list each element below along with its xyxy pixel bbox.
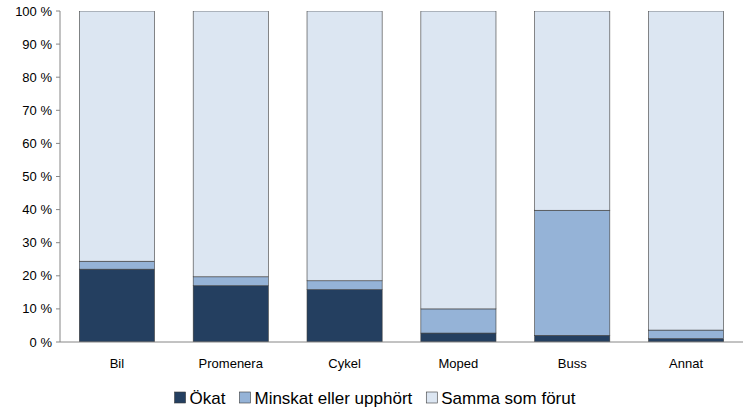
y-tick-label: 0 % — [30, 335, 53, 350]
bar-segment — [79, 261, 154, 269]
y-tick — [56, 110, 60, 111]
y-tick-label: 40 % — [22, 202, 52, 217]
bar-segment — [307, 281, 382, 290]
bar-segment — [649, 330, 724, 339]
x-tick-label: Promenera — [199, 356, 264, 371]
x-tick-label: Moped — [439, 356, 479, 371]
y-tick — [56, 44, 60, 45]
y-tick — [56, 209, 60, 210]
bar-segment — [421, 333, 496, 342]
legend-label: Samma som förut — [441, 389, 575, 408]
y-tick — [56, 11, 60, 12]
y-tick-label: 50 % — [22, 169, 52, 184]
y-tick-label: 20 % — [22, 268, 52, 283]
bar-segment — [193, 277, 268, 286]
bar-segment — [649, 11, 724, 330]
y-tick-label: 80 % — [22, 70, 52, 85]
bar-segment — [193, 11, 268, 277]
y-tick-label: 10 % — [22, 301, 52, 316]
bar-segment — [307, 290, 382, 342]
x-tick-label: Buss — [558, 356, 587, 371]
y-tick — [56, 308, 60, 309]
x-tick-label: Bil — [110, 356, 125, 371]
bar-segment — [535, 210, 610, 335]
y-tick-label: 70 % — [22, 103, 52, 118]
y-tick — [56, 77, 60, 78]
bar-segment — [79, 11, 154, 261]
y-tick — [56, 342, 60, 343]
bar-segment — [535, 335, 610, 342]
y-tick-label: 100 % — [15, 4, 52, 19]
bar-segment — [421, 11, 496, 309]
y-tick — [56, 275, 60, 276]
bars — [79, 11, 723, 342]
y-tick — [56, 176, 60, 177]
x-tick-label: Annat — [669, 356, 703, 371]
bar-segment — [307, 11, 382, 281]
legend-swatch — [426, 392, 437, 403]
y-tick-label: 90 % — [22, 37, 52, 52]
bar-segment — [193, 286, 268, 342]
y-tick-label: 30 % — [22, 235, 52, 250]
bar-segment — [421, 309, 496, 333]
legend: Ökat Minskat eller upphört Samma som förut — [175, 389, 576, 408]
y-tick-label: 60 % — [22, 136, 52, 151]
legend-swatch — [175, 392, 186, 403]
y-axis — [60, 11, 61, 342]
y-tick — [56, 242, 60, 243]
legend-label: Minskat eller upphört — [254, 389, 412, 408]
x-tick-label: Cykel — [328, 356, 361, 371]
y-tick — [56, 143, 60, 144]
bar-segment — [535, 11, 610, 210]
x-axis — [60, 342, 743, 343]
bar-segment — [79, 269, 154, 342]
legend-label: Ökat — [190, 389, 226, 408]
legend-swatch — [239, 392, 250, 403]
chart: 0 % 10 % 20 % 30 % 40 % 50 % 60 % 70 % 80 % 90 % 1… — [0, 0, 750, 413]
